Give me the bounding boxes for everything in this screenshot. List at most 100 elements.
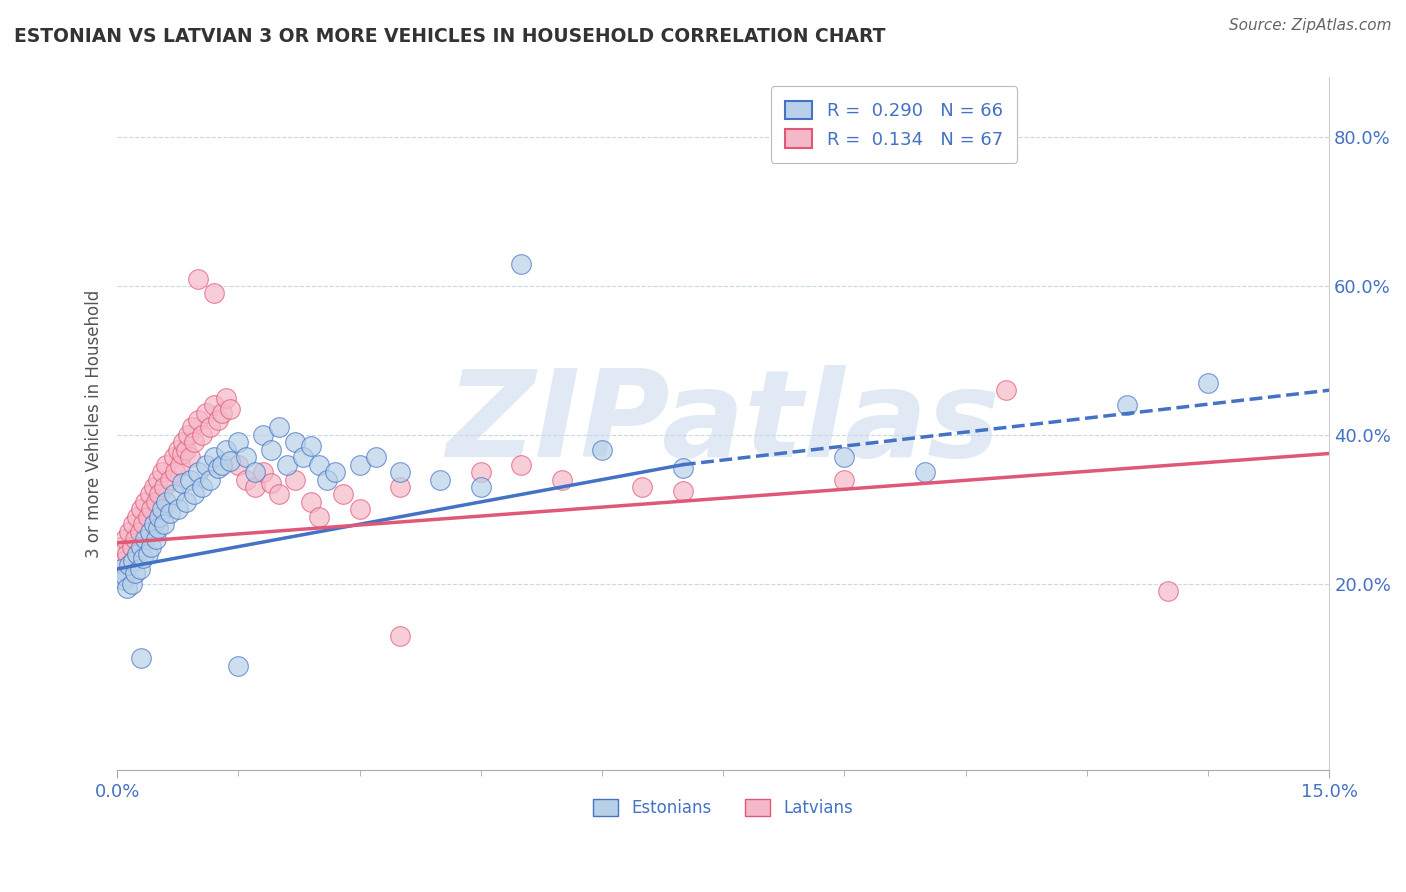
Point [170,446,193,460]
Y-axis label: 3 or more Vehicles in Household: 3 or more Vehicles in Household [86,290,103,558]
Point [308,458,330,472]
Point [142,517,165,532]
Point [174,442,197,457]
Point [146,521,169,535]
Point [470,480,492,494]
Point [183,487,205,501]
Point [191,480,214,494]
Point [834,450,856,465]
Point [672,461,695,475]
Point [114,532,136,546]
Point [211,405,233,419]
Point [207,413,229,427]
Point [834,473,856,487]
Text: Source: ZipAtlas.com: Source: ZipAtlas.com [1229,18,1392,33]
Point [299,439,322,453]
Point [308,509,330,524]
Point [114,569,136,583]
Point [276,458,298,472]
Point [118,558,141,573]
Point [112,554,135,568]
Point [1197,376,1219,390]
Point [187,465,209,479]
Point [202,450,225,465]
Point [187,271,209,285]
Point [165,465,187,479]
Point [211,458,233,472]
Point [148,487,170,501]
Point [191,428,214,442]
Point [159,473,181,487]
Point [128,524,150,539]
Point [122,517,145,532]
Point [163,487,186,501]
Point [110,562,132,576]
Point [1116,398,1139,412]
Point [128,562,150,576]
Point [252,428,274,442]
Point [198,420,221,434]
Point [364,450,387,465]
Point [177,428,200,442]
Point [195,405,218,419]
Point [131,502,153,516]
Point [124,566,146,580]
Point [631,480,654,494]
Point [429,473,451,487]
Point [139,540,162,554]
Point [349,502,371,516]
Point [299,495,322,509]
Point [550,473,572,487]
Point [388,465,411,479]
Point [215,442,238,457]
Point [260,442,283,457]
Point [121,577,143,591]
Point [388,629,411,643]
Point [127,547,149,561]
Point [267,420,290,434]
Point [252,465,274,479]
Point [325,465,347,479]
Point [145,532,167,546]
Point [243,465,266,479]
Point [166,442,188,457]
Point [510,458,533,472]
Point [219,454,242,468]
Point [332,487,354,501]
Point [202,286,225,301]
Point [138,487,160,501]
Point [284,435,307,450]
Point [163,450,186,465]
Point [349,458,371,472]
Point [284,473,307,487]
Point [172,435,194,450]
Point [228,658,250,673]
Point [914,465,936,479]
Point [228,458,250,472]
Point [243,480,266,494]
Point [260,476,283,491]
Point [118,524,141,539]
Point [131,540,153,554]
Point [672,483,695,498]
Point [124,532,146,546]
Point [207,461,229,475]
Point [146,473,169,487]
Point [1156,584,1178,599]
Legend: Estonians, Latvians: Estonians, Latvians [586,792,860,824]
Point [267,487,290,501]
Point [132,517,155,532]
Point [187,413,209,427]
Point [179,450,201,465]
Point [134,495,156,509]
Text: ESTONIAN VS LATVIAN 3 OR MORE VEHICLES IN HOUSEHOLD CORRELATION CHART: ESTONIAN VS LATVIAN 3 OR MORE VEHICLES I… [14,27,886,45]
Point [183,435,205,450]
Point [131,651,153,665]
Point [179,473,201,487]
Point [215,391,238,405]
Point [115,581,138,595]
Point [138,524,160,539]
Point [112,573,135,587]
Point [139,502,162,516]
Point [591,442,613,457]
